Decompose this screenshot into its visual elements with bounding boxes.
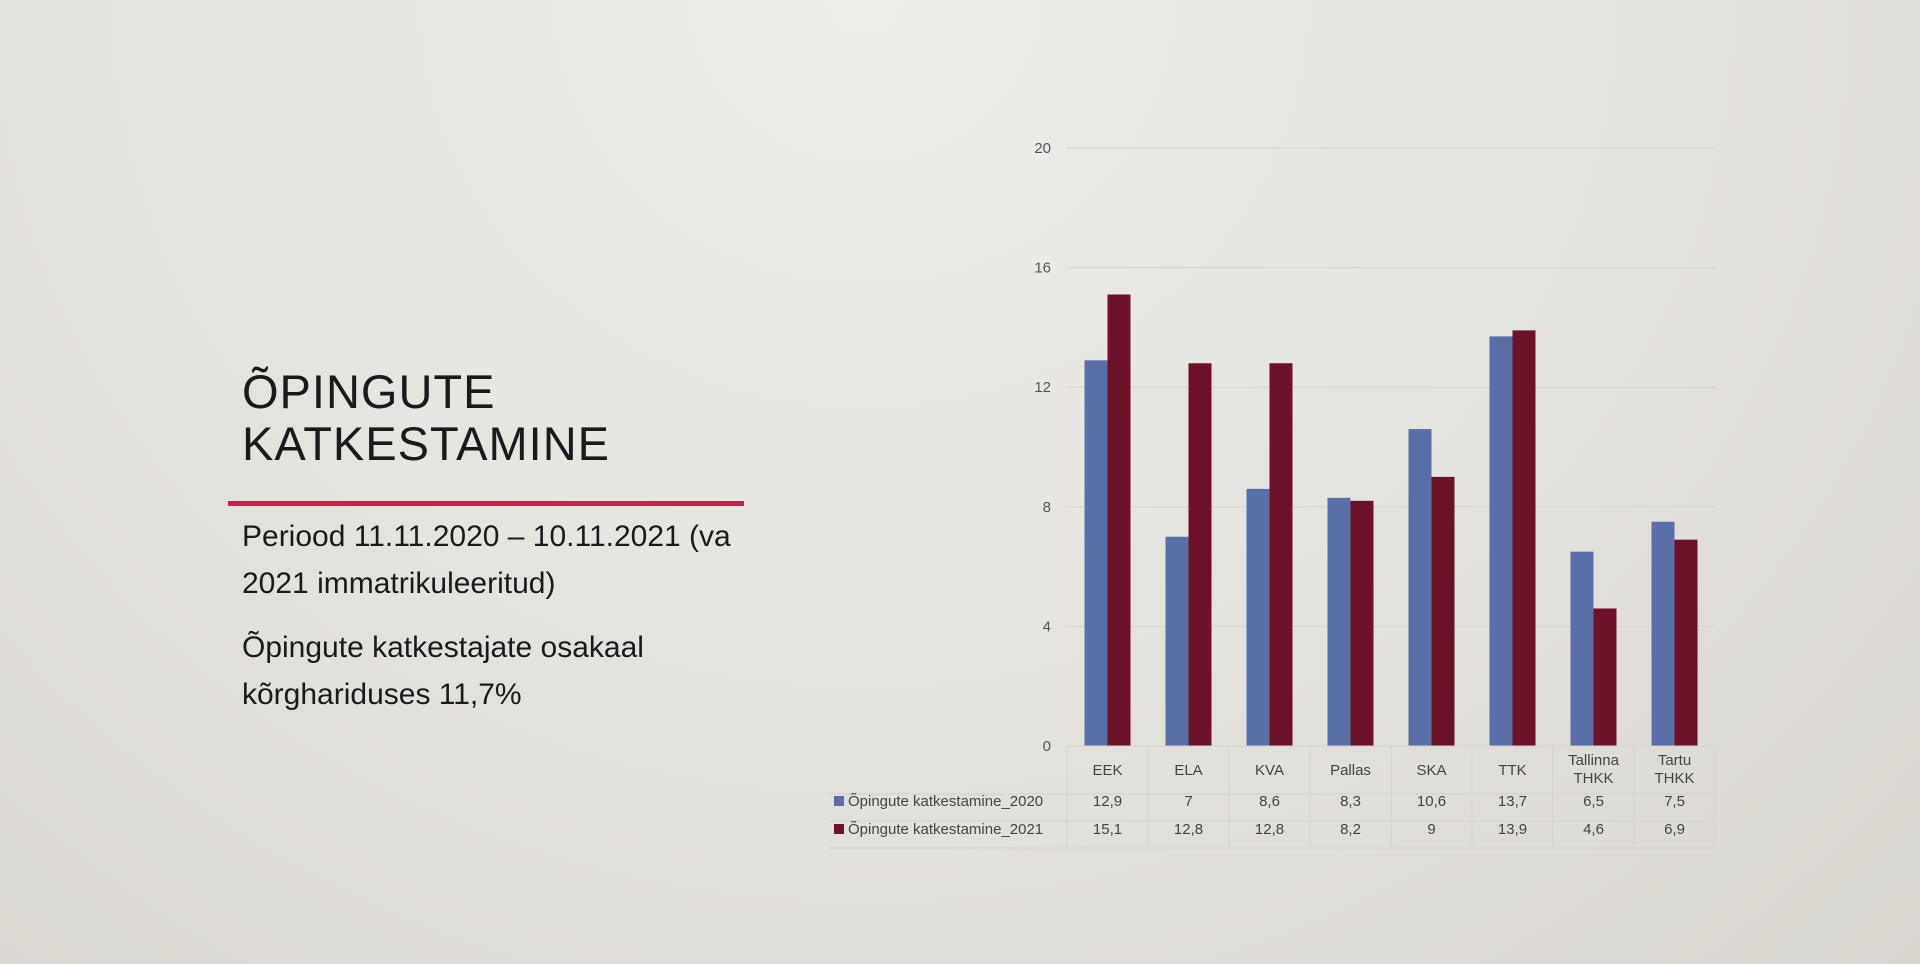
bar xyxy=(1188,363,1212,746)
category-label: Pallas xyxy=(1330,762,1371,779)
y-tick-label: 0 xyxy=(1043,738,1051,755)
data-label: 7 xyxy=(1184,793,1192,810)
dropout-share-text: Õpingute katkestajate osakaal kõrgharidu… xyxy=(242,631,644,711)
category-label: Tallinna xyxy=(1568,752,1620,769)
accent-divider xyxy=(228,501,744,506)
category-label: THKK xyxy=(1654,770,1694,787)
slide-title: ÕPINGUTE KATKESTAMINE xyxy=(242,366,762,470)
slide-title-line1: ÕPINGUTE xyxy=(242,365,496,418)
y-tick-label: 16 xyxy=(1034,260,1051,277)
legend-label: Õpingute katkestamine_2020 xyxy=(848,793,1043,810)
bar xyxy=(1165,536,1189,746)
data-label: 6,5 xyxy=(1583,793,1604,810)
period-text: Periood 11.11.2020 – 10.11.2021 (va 2021… xyxy=(242,520,731,600)
category-label: SKA xyxy=(1416,762,1446,779)
bar xyxy=(1350,500,1374,746)
bar xyxy=(1593,608,1617,746)
bar xyxy=(1269,363,1293,746)
bar xyxy=(1512,330,1536,746)
data-label: 12,9 xyxy=(1093,793,1122,810)
data-label: 7,5 xyxy=(1664,793,1685,810)
bar xyxy=(1431,476,1455,746)
data-label: 8,2 xyxy=(1340,821,1361,838)
category-label: KVA xyxy=(1255,762,1284,779)
bar xyxy=(1570,551,1594,746)
category-label: THKK xyxy=(1573,770,1613,787)
category-label: ELA xyxy=(1174,762,1202,779)
data-label: 8,6 xyxy=(1259,793,1280,810)
data-label: 12,8 xyxy=(1174,821,1203,838)
y-tick-label: 20 xyxy=(1034,140,1051,157)
data-label: 10,6 xyxy=(1417,793,1446,810)
y-tick-label: 12 xyxy=(1034,379,1051,396)
legend-swatch xyxy=(834,824,844,834)
bar xyxy=(1651,521,1675,746)
bar xyxy=(1327,497,1351,746)
bar xyxy=(1246,488,1270,746)
bar xyxy=(1489,336,1513,746)
data-label: 13,9 xyxy=(1498,821,1527,838)
slide-title-line2: KATKESTAMINE xyxy=(242,417,611,470)
data-label: 9 xyxy=(1427,821,1435,838)
y-tick-label: 4 xyxy=(1043,618,1051,635)
category-label: TTK xyxy=(1498,762,1526,779)
bar xyxy=(1084,360,1108,746)
data-label: 6,9 xyxy=(1664,821,1685,838)
y-tick-label: 8 xyxy=(1043,499,1051,516)
bar xyxy=(1674,539,1698,746)
data-label: 15,1 xyxy=(1093,821,1122,838)
data-label: 12,8 xyxy=(1255,821,1284,838)
data-label: 13,7 xyxy=(1498,793,1527,810)
bar xyxy=(1107,294,1131,746)
legend-label: Õpingute katkestamine_2021 xyxy=(848,821,1043,838)
category-label: EEK xyxy=(1092,762,1122,779)
data-label: 4,6 xyxy=(1583,821,1604,838)
bar xyxy=(1408,429,1432,746)
category-label: Tartu xyxy=(1658,752,1691,769)
data-label: 8,3 xyxy=(1340,793,1361,810)
legend-swatch xyxy=(834,796,844,806)
